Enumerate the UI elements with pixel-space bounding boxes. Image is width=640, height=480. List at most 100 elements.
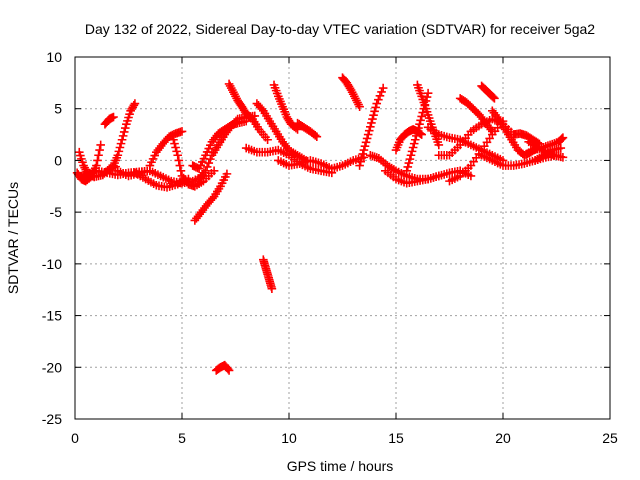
data-point bbox=[416, 116, 425, 125]
series-arc-07 bbox=[145, 127, 187, 170]
data-point bbox=[117, 135, 127, 145]
data-point bbox=[412, 131, 421, 141]
x-axis-label: GPS time / hours bbox=[287, 458, 394, 474]
x-tick-label: 5 bbox=[178, 430, 186, 446]
data-point bbox=[375, 91, 385, 101]
data-point bbox=[172, 147, 181, 156]
data-point bbox=[407, 147, 417, 156]
data-point bbox=[124, 113, 133, 122]
data-point bbox=[170, 139, 179, 148]
data-point bbox=[466, 171, 476, 181]
data-point bbox=[488, 127, 497, 136]
series-arc-13 bbox=[224, 79, 272, 145]
data-point bbox=[77, 154, 86, 164]
plot-frame bbox=[74, 56, 611, 420]
data-point bbox=[113, 150, 123, 160]
data-point bbox=[93, 156, 102, 165]
series-arc-04 bbox=[100, 112, 118, 129]
data-point bbox=[355, 161, 364, 170]
y-tick-label: 10 bbox=[46, 49, 62, 65]
series-arc-25 bbox=[391, 125, 426, 155]
data-point bbox=[372, 99, 382, 108]
series-arc-08 bbox=[130, 168, 193, 192]
x-tick-label: 10 bbox=[281, 430, 297, 446]
data-point bbox=[123, 116, 132, 126]
data-point bbox=[409, 139, 419, 148]
data-point bbox=[95, 145, 104, 155]
data-point bbox=[434, 140, 444, 150]
chart-title: Day 132 of 2022, Sidereal Day-to-day VTE… bbox=[85, 21, 595, 37]
y-tick-label: -10 bbox=[42, 256, 62, 272]
data-point bbox=[558, 133, 568, 142]
data-point bbox=[171, 143, 180, 152]
data-point bbox=[557, 134, 567, 144]
series-arc-24 bbox=[381, 166, 476, 188]
series-arc-31 bbox=[455, 94, 497, 136]
data-point bbox=[175, 161, 185, 170]
data-point bbox=[405, 154, 415, 164]
data-point bbox=[224, 366, 234, 375]
data-point bbox=[406, 150, 416, 160]
data-point bbox=[76, 151, 85, 160]
axes: 0 5 10 15 20 25 10 5 0 -5 -10 -15 -20 -25 bbox=[42, 49, 618, 446]
data-point bbox=[109, 112, 118, 122]
data-points bbox=[72, 73, 568, 375]
data-point bbox=[366, 122, 375, 132]
data-point bbox=[74, 147, 84, 157]
data-point bbox=[359, 145, 369, 155]
data-point bbox=[415, 119, 424, 129]
data-point bbox=[122, 119, 131, 129]
data-point bbox=[490, 94, 499, 103]
data-point bbox=[94, 150, 103, 160]
x-tick-label: 25 bbox=[602, 430, 618, 446]
data-point bbox=[173, 150, 183, 160]
data-point bbox=[356, 157, 365, 167]
y-tick-label: 5 bbox=[54, 101, 62, 117]
data-point bbox=[78, 157, 87, 167]
data-point bbox=[209, 166, 219, 176]
y-tick-label: -25 bbox=[42, 411, 62, 427]
y-tick-label: -20 bbox=[42, 359, 62, 375]
data-point bbox=[115, 143, 125, 152]
data-point bbox=[363, 130, 373, 139]
data-point bbox=[312, 132, 322, 141]
x-tick-label: 15 bbox=[388, 430, 404, 446]
data-point bbox=[368, 114, 377, 124]
data-point bbox=[360, 141, 370, 151]
y-tick-label: -5 bbox=[50, 204, 63, 220]
data-point bbox=[114, 147, 124, 156]
x-tick-label: 20 bbox=[495, 430, 511, 446]
data-point bbox=[169, 135, 178, 145]
series-arc-14 bbox=[211, 360, 234, 375]
data-point bbox=[374, 95, 383, 104]
data-point bbox=[263, 135, 272, 145]
series-arc-21 bbox=[338, 73, 364, 111]
data-point bbox=[130, 99, 140, 108]
data-point bbox=[361, 138, 371, 147]
data-point bbox=[370, 107, 379, 116]
data-point bbox=[177, 127, 187, 136]
series-arc-22 bbox=[355, 83, 388, 170]
data-point bbox=[118, 131, 128, 141]
data-point bbox=[408, 143, 418, 152]
data-point bbox=[367, 118, 376, 128]
data-point bbox=[125, 109, 134, 119]
series-arc-19 bbox=[293, 118, 322, 141]
data-point bbox=[355, 102, 364, 111]
data-point bbox=[358, 149, 368, 159]
data-point bbox=[378, 83, 388, 93]
data-point bbox=[371, 103, 380, 112]
data-point bbox=[120, 123, 130, 133]
y-tick-label: 0 bbox=[54, 152, 62, 168]
data-point bbox=[357, 153, 367, 163]
data-point bbox=[174, 156, 184, 165]
data-point bbox=[489, 93, 498, 102]
data-point bbox=[414, 123, 423, 133]
data-point bbox=[410, 135, 420, 145]
data-point bbox=[222, 169, 232, 179]
y-axis-label: SDTVAR / TECUs bbox=[5, 182, 21, 294]
data-point bbox=[377, 87, 386, 97]
series-arc-15 bbox=[259, 255, 277, 293]
data-point bbox=[116, 139, 126, 148]
data-point bbox=[369, 110, 378, 120]
